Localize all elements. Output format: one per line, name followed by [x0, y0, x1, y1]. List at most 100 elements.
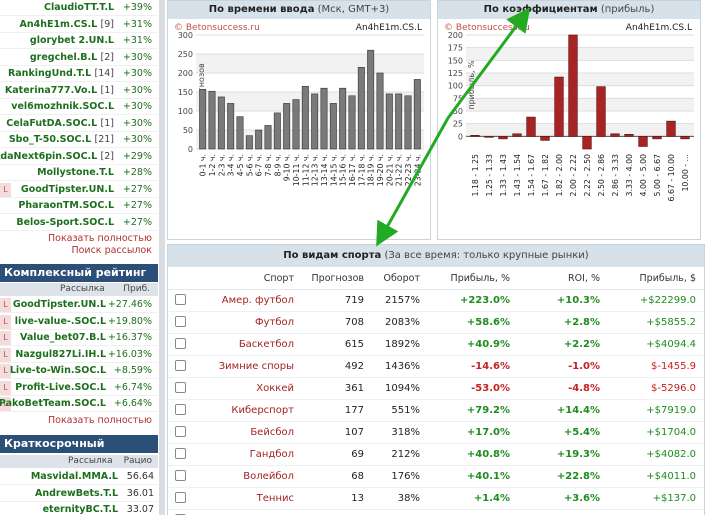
rating-name-text[interactable]: Sbo_T-50.SOC.L [8, 134, 92, 145]
live-rating-name[interactable]: PakoBetTeam.SOC.L [0, 398, 106, 409]
rating-row[interactable]: Katerina777.Vo.L [1] +30% [0, 83, 158, 99]
rating-row[interactable]: Sbo_T-50.SOC.L [21] +30% [0, 132, 158, 148]
rating-pct: +30% [122, 134, 152, 145]
rating-row[interactable]: glorybet 2.UN.L +31% [0, 33, 158, 49]
rating-row[interactable]: vel6mozhnik.SOC.L +30% [0, 99, 158, 115]
col-header[interactable]: Оборот [372, 269, 428, 290]
rating-name[interactable]: gregchel.B.L [2] [30, 52, 114, 63]
live-rating-row[interactable]: L Nazgul827Li.IH.L +16.03% [0, 347, 158, 363]
rating-name-text[interactable]: Belos-Sport.SOC.L [16, 216, 114, 228]
bar [610, 133, 620, 137]
short-rating-name[interactable]: AndrewBets.T.L [34, 487, 118, 499]
profit-usd: +$137.0 [608, 487, 704, 510]
live-rating-row[interactable]: L Live-to-Win.SOC.L +8.59% [0, 363, 158, 379]
rating-pct: +30% [122, 51, 152, 63]
rating-name-text[interactable]: glorybet 2.UN.L [29, 35, 114, 46]
rating-row[interactable]: Mollystone.T.L +28% [0, 165, 158, 181]
row-checkbox[interactable] [174, 316, 186, 328]
rating-name[interactable]: ClaudioTT.T.L [44, 2, 114, 13]
table-row: Футбол 708 2083% +58.6% +2.8% +$5855.2 [168, 311, 704, 334]
live-rating-name[interactable]: Nazgul827Li.IH.L [15, 348, 106, 360]
rating-pct: +27% [122, 183, 152, 195]
col-header[interactable]: Прогнозов [302, 269, 372, 290]
rating-name-text[interactable]: PharaonTM.SOC.L [18, 200, 114, 211]
row-checkbox[interactable] [174, 492, 186, 504]
turnover: 21% [372, 509, 428, 515]
show-full-link[interactable]: Показать полностью [47, 233, 152, 244]
search-link[interactable]: Поиск рассылок [71, 245, 152, 256]
live-rating-row[interactable]: L PakoBetTeam.SOC.L +6.64% [0, 396, 158, 412]
rating-name[interactable]: CelaFutDA.SOC.L [1] [6, 118, 114, 129]
rating-name[interactable]: vel6mozhnik.SOC.L [11, 101, 114, 112]
live-rating-name[interactable]: Value_bet07.B.L [20, 332, 106, 343]
rating-name[interactable]: Belos-Sport.SOC.L [16, 217, 114, 228]
rating-row[interactable]: RankingUnd.T.L [14] +30% [0, 66, 158, 82]
rating-row[interactable]: PharaonTM.SOC.L +27% [0, 198, 158, 214]
row-checkbox[interactable] [174, 448, 186, 460]
x-tick-label: 15-16 ч. [339, 154, 348, 186]
short-rating-row[interactable]: Masvidal.MMA.L 56.64 [0, 469, 158, 485]
table-row: Бейсбол 107 318% +17.0% +5.4% +$1704.0 [168, 421, 704, 444]
rating-row[interactable]: L GoodTipster.UN.L +27% [0, 182, 158, 198]
rating-name-text[interactable]: ClaudioTT.T.L [43, 2, 114, 13]
row-checkbox[interactable] [174, 382, 186, 394]
rating-name[interactable]: Mollystone.T.L [37, 167, 114, 178]
rating-row[interactable]: ClaudioTT.T.L +39% [0, 0, 158, 16]
short-rating-row[interactable]: eternityBC.T.L 33.07 [0, 502, 158, 515]
rating-name[interactable]: KdaNext6pin.SOC.L [2] [0, 151, 114, 162]
sport-name: Амер. футбол [192, 289, 302, 312]
live-rating-name[interactable]: live-value-.SOC.L [14, 315, 106, 327]
rating-name[interactable]: An4hE1m.CS.L [9] [19, 19, 114, 30]
rating-name[interactable]: PharaonTM.SOC.L [18, 200, 114, 211]
bar [357, 66, 365, 150]
rating-name-text[interactable]: Katerina777.Vo.L [4, 84, 98, 96]
grid-band [196, 54, 424, 73]
col-header[interactable]: Спорт [192, 269, 302, 290]
rating-name[interactable]: Sbo_T-50.SOC.L [21] [9, 134, 114, 145]
turnover: 212% [372, 443, 428, 466]
rating-name-text[interactable]: GoodTipster.UN.L [20, 183, 114, 195]
live-rating-name[interactable]: Profit-Live.SOC.L [15, 381, 106, 393]
rating-name-text[interactable]: gregchel.B.L [29, 51, 98, 63]
rating-row[interactable]: gregchel.B.L [2] +30% [0, 50, 158, 66]
short-rating-row[interactable]: AndrewBets.T.L 36.01 [0, 486, 158, 502]
col-header[interactable]: ROI, % [518, 269, 608, 290]
short-rating-name[interactable]: Masvidal.MMA.L [30, 471, 118, 482]
live-show-full-link[interactable]: Показать полностью [47, 414, 152, 426]
col-header[interactable]: Прибыль, $ [608, 269, 704, 290]
rating-name-text[interactable]: vel6mozhnik.SOC.L [11, 101, 114, 112]
row-checkbox[interactable] [174, 360, 186, 372]
rating-row[interactable]: CelaFutDA.SOC.L [1] +30% [0, 116, 158, 132]
rating-name-text[interactable]: RankingUnd.T.L [7, 68, 92, 79]
col-header[interactable]: Прибыль, % [428, 269, 518, 290]
row-checkbox[interactable] [174, 426, 186, 438]
short-rating-name[interactable]: eternityBC.T.L [42, 504, 118, 515]
col-header[interactable] [168, 269, 192, 290]
row-checkbox-cell [168, 311, 192, 334]
rating-name[interactable]: glorybet 2.UN.L [30, 35, 114, 46]
rating-name-text[interactable]: KdaNext6pin.SOC.L [0, 150, 98, 162]
row-checkbox[interactable] [174, 404, 186, 416]
rating-row[interactable]: Belos-Sport.SOC.L +27% [0, 215, 158, 231]
row-checkbox[interactable] [174, 470, 186, 482]
live-rating-name[interactable]: GoodTipster.UN.L [12, 299, 106, 310]
rating-count: [1] [100, 84, 114, 96]
rating-name-text[interactable]: An4hE1m.CS.L [19, 18, 98, 30]
rating-name[interactable]: GoodTipster.UN.L [21, 184, 114, 195]
rating-name-text[interactable]: CelaFutDA.SOC.L [6, 117, 98, 129]
live-rating-name[interactable]: Live-to-Win.SOC.L [9, 365, 106, 376]
bar [329, 103, 337, 150]
rating-name[interactable]: Katerina777.Vo.L [1] [5, 85, 114, 96]
bar [385, 93, 393, 150]
row-checkbox[interactable] [174, 294, 186, 306]
live-rating-row[interactable]: L GoodTipster.UN.L +27.46% [0, 297, 158, 313]
rating-pct: +29% [122, 150, 152, 162]
live-rating-row[interactable]: L Value_bet07.B.L +16.37% [0, 330, 158, 346]
row-checkbox[interactable] [174, 338, 186, 350]
rating-row[interactable]: An4hE1m.CS.L [9] +31% [0, 17, 158, 33]
rating-row[interactable]: KdaNext6pin.SOC.L [2] +29% [0, 149, 158, 165]
rating-name-text[interactable]: Mollystone.T.L [37, 167, 114, 178]
rating-name[interactable]: RankingUnd.T.L [14] [8, 68, 114, 79]
live-rating-row[interactable]: L Profit-Live.SOC.L +6.74% [0, 380, 158, 396]
